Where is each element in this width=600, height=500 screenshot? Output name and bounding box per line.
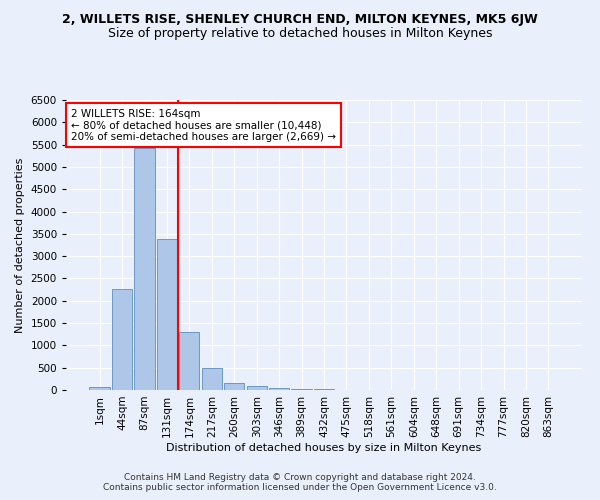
Text: 2, WILLETS RISE, SHENLEY CHURCH END, MILTON KEYNES, MK5 6JW: 2, WILLETS RISE, SHENLEY CHURCH END, MIL… (62, 12, 538, 26)
Bar (269, 388, 289, 390)
Bar (179, 332, 199, 390)
Bar (134, 148, 155, 390)
X-axis label: Distribution of detached houses by size in Milton Keynes: Distribution of detached houses by size … (166, 442, 482, 452)
Text: 2 WILLETS RISE: 164sqm
← 80% of detached houses are smaller (10,448)
20% of semi: 2 WILLETS RISE: 164sqm ← 80% of detached… (71, 108, 336, 142)
Bar (292, 388, 311, 390)
Bar (247, 386, 267, 390)
Bar (157, 239, 177, 390)
Bar (89, 386, 110, 390)
Text: Contains HM Land Registry data © Crown copyright and database right 2024.
Contai: Contains HM Land Registry data © Crown c… (103, 473, 497, 492)
Bar (224, 382, 244, 390)
Bar (112, 288, 132, 390)
Text: Size of property relative to detached houses in Milton Keynes: Size of property relative to detached ho… (108, 28, 492, 40)
Y-axis label: Number of detached properties: Number of detached properties (15, 158, 25, 332)
Bar (202, 368, 222, 390)
